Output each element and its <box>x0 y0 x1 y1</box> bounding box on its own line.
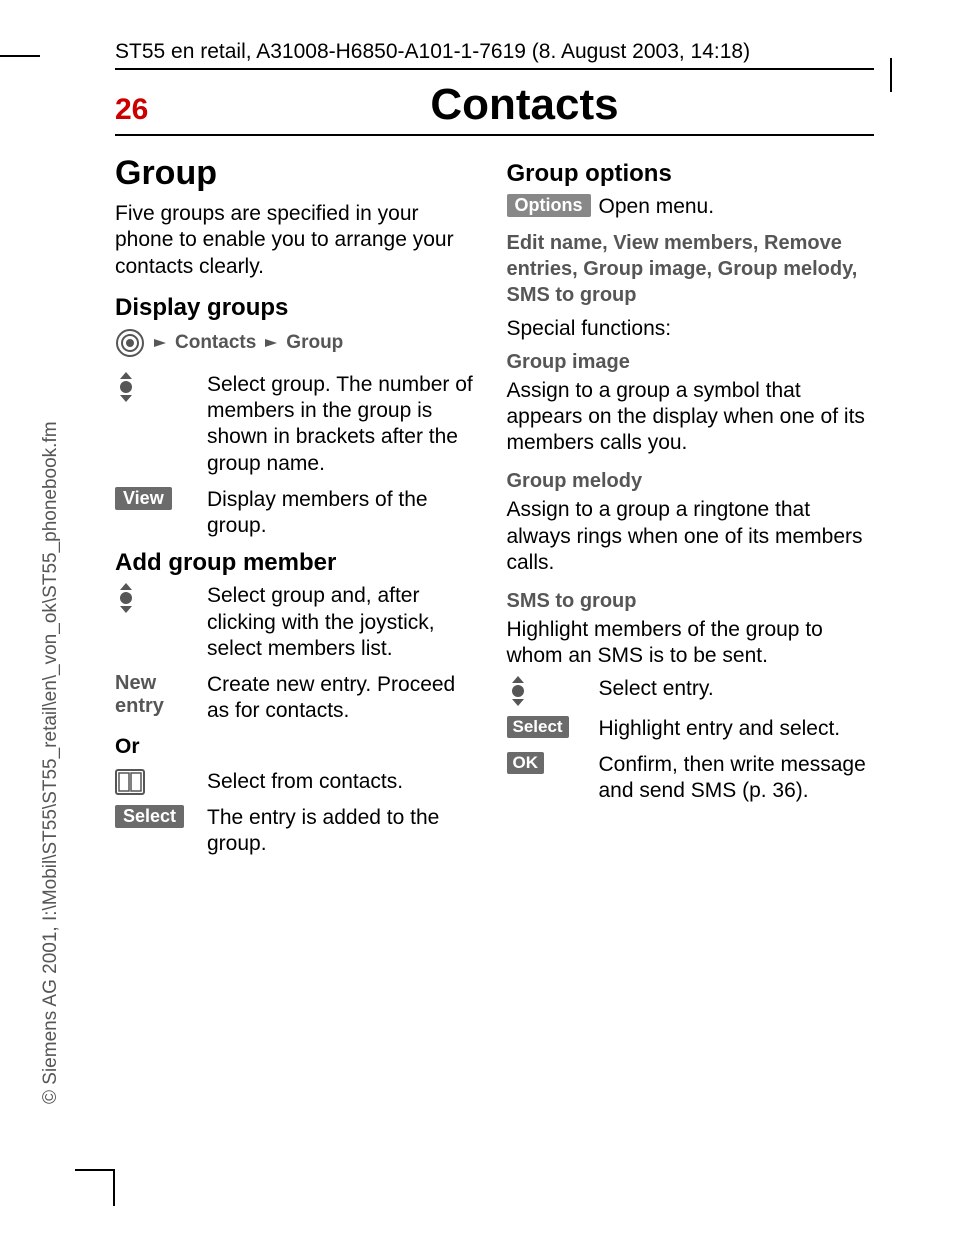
row-select-group: Select group. The number of members in t… <box>115 372 483 477</box>
select-softkey: Select <box>507 716 569 738</box>
special-functions-label: Special functions: <box>507 316 875 342</box>
two-columns: Group Five groups are specified in your … <box>115 154 874 867</box>
row-new-entry: New entry Create new entry. Proceed as f… <box>115 672 483 725</box>
sms-ok-desc: Confirm, then write message and send SMS… <box>599 752 875 805</box>
new-entry-label: New entry <box>115 672 197 718</box>
row-add-select: Select group and, after clicking with th… <box>115 583 483 662</box>
path-group: Group <box>286 332 343 354</box>
body-sms-to-group: Highlight members of the group to whom a… <box>507 617 875 670</box>
menu-path: Contacts Group <box>115 328 483 358</box>
phonebook-icon <box>115 769 145 795</box>
select-group-desc: Select group. The number of members in t… <box>207 372 483 477</box>
row-options: Options Open menu. <box>507 194 875 220</box>
options-desc: Open menu. <box>599 194 715 220</box>
joystick-updown-icon <box>115 583 137 613</box>
rule <box>115 68 874 70</box>
page-number: 26 <box>115 93 175 127</box>
body-group-melody: Assign to a group a ringtone that always… <box>507 497 875 576</box>
select-softkey: Select <box>115 805 184 828</box>
sms-highlight-desc: Highlight entry and select. <box>599 716 841 742</box>
running-head: ST55 en retail, A31008-H6850-A101-1-7619… <box>115 40 874 64</box>
row-sms-ok: OK Confirm, then write message and send … <box>507 752 875 805</box>
right-column: Group options Options Open menu. Edit na… <box>507 154 875 867</box>
heading-display-groups: Display groups <box>115 294 483 322</box>
body-group-image: Assign to a group a symbol that appears … <box>507 378 875 457</box>
heading-add-member: Add group member <box>115 549 483 577</box>
head-group-melody: Group melody <box>507 470 875 493</box>
crop-mark <box>890 58 892 92</box>
arrow-icon <box>264 336 278 350</box>
row-sms-select-entry: Select entry. <box>507 676 875 706</box>
from-contacts-desc: Select from contacts. <box>207 769 403 795</box>
head-group-image: Group image <box>507 351 875 374</box>
row-view: View Display members of the group. <box>115 487 483 540</box>
options-list: Edit name, View members, Remove entries,… <box>507 230 875 308</box>
row-select-add: Select The entry is added to the group. <box>115 805 483 858</box>
view-desc: Display members of the group. <box>207 487 483 540</box>
or-label: Or <box>115 735 483 759</box>
crop-mark <box>0 55 40 57</box>
group-intro: Five groups are specified in your phone … <box>115 201 483 280</box>
side-footer-text: © Siemens AG 2001, I:\Mobil\ST55\ST55_re… <box>40 421 62 1104</box>
ok-softkey: OK <box>507 752 545 774</box>
section-heading-group: Group <box>115 154 483 193</box>
row-from-contacts: Select from contacts. <box>115 769 483 795</box>
row-sms-highlight: Select Highlight entry and select. <box>507 716 875 742</box>
options-softkey: Options <box>507 194 591 217</box>
joystick-updown-icon <box>115 372 137 402</box>
sms-select-entry-desc: Select entry. <box>599 676 714 702</box>
menu-icon <box>115 328 145 358</box>
crop-mark <box>75 1169 115 1171</box>
head-sms-to-group: SMS to group <box>507 590 875 613</box>
left-column: Group Five groups are specified in your … <box>115 154 483 867</box>
page-content: ST55 en retail, A31008-H6850-A101-1-7619… <box>115 40 874 1166</box>
chapter-title: Contacts <box>175 80 874 130</box>
select-add-desc: The entry is added to the group. <box>207 805 483 858</box>
arrow-icon <box>153 336 167 350</box>
view-softkey: View <box>115 487 172 510</box>
path-contacts: Contacts <box>175 332 256 354</box>
add-select-desc: Select group and, after clicking with th… <box>207 583 483 662</box>
heading-group-options: Group options <box>507 160 875 188</box>
title-row: 26 Contacts <box>115 80 874 136</box>
new-entry-desc: Create new entry. Proceed as for contact… <box>207 672 483 725</box>
joystick-updown-icon <box>507 676 529 706</box>
crop-mark <box>113 1169 115 1206</box>
